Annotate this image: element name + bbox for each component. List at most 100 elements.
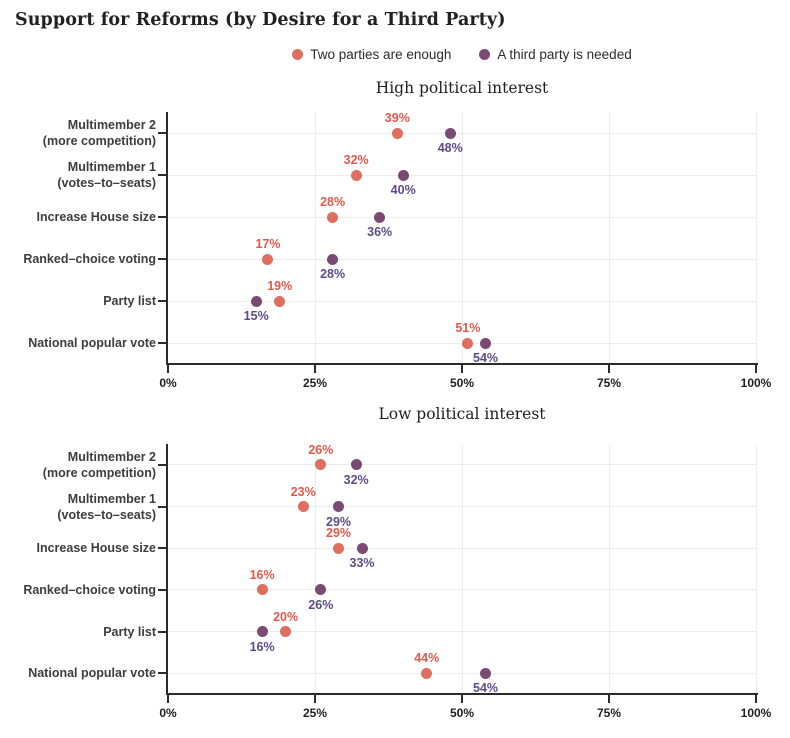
x-tick-label: 0%: [159, 706, 177, 720]
legend-dot-two-parties-icon: [292, 49, 304, 60]
category-label: Ranked–choice voting: [23, 252, 156, 266]
panel-title-high-interest: High political interest: [375, 79, 549, 97]
category-label: Increase House size: [36, 541, 156, 556]
legend: Two parties are enough A third party is …: [168, 47, 756, 62]
gridline-horizontal: [168, 506, 756, 507]
y-axis-tick: [158, 300, 166, 302]
category-label: National popular vote: [28, 336, 156, 350]
x-tick-label: 0%: [159, 376, 177, 390]
y-axis-tick: [158, 216, 166, 218]
value-label-third-party: 36%: [367, 225, 393, 239]
data-point-third-party: [374, 211, 386, 223]
value-label-third-party: 32%: [343, 472, 369, 487]
x-tick-label: 75%: [596, 706, 622, 720]
data-point-third-party: [333, 501, 345, 512]
data-point-third-party: [327, 253, 339, 265]
x-axis-line: [166, 363, 758, 365]
gridline-horizontal: [168, 300, 756, 302]
x-axis-tick: [461, 365, 463, 373]
x-axis-tick: [167, 365, 169, 373]
data-point-two-parties: [256, 584, 268, 596]
value-label-third-party: 54%: [473, 351, 499, 365]
gridline-vertical: [461, 444, 463, 694]
value-label-two-parties: 23%: [290, 484, 316, 499]
value-label-two-parties: 26%: [308, 442, 334, 457]
data-point-third-party: [480, 667, 492, 679]
panel-title-low-interest: Low political interest: [378, 405, 546, 423]
value-label-two-parties: 39%: [384, 111, 410, 125]
category-label: Multimember 2 (more competition): [42, 449, 156, 480]
y-axis-tick: [158, 258, 166, 260]
gridline-horizontal: [168, 589, 756, 591]
data-point-two-parties: [350, 169, 362, 181]
data-point-two-parties: [274, 295, 286, 307]
value-label-third-party: 15%: [243, 309, 269, 323]
category-label: Ranked–choice voting: [23, 582, 156, 597]
value-label-third-party: 16%: [249, 639, 275, 654]
x-tick-label: 50%: [449, 376, 475, 390]
gridline-vertical: [755, 112, 757, 364]
gridline-vertical: [608, 112, 610, 364]
legend-label-two-parties: Two parties are enough: [310, 47, 452, 62]
y-axis-tick: [158, 630, 166, 633]
x-axis-tick: [167, 695, 169, 703]
category-label: Multimember 1 (votes–to–seats): [57, 491, 156, 522]
gridline-horizontal: [168, 342, 756, 344]
data-point-third-party: [350, 459, 362, 471]
gridline-vertical: [608, 444, 610, 694]
data-point-two-parties: [391, 127, 403, 139]
value-label-third-party: 26%: [308, 597, 334, 612]
x-axis-tick: [608, 365, 610, 373]
x-axis-tick: [314, 695, 316, 703]
value-label-third-party: 29%: [326, 514, 352, 529]
data-point-two-parties: [421, 667, 433, 679]
value-label-two-parties: 19%: [267, 279, 293, 293]
data-point-two-parties: [333, 542, 345, 554]
y-axis-tick: [158, 342, 166, 344]
gridline-horizontal: [168, 174, 756, 176]
plot-area: Multimember 2 (more competition) Multimemb…: [23, 442, 771, 720]
x-axis-line: [166, 693, 758, 695]
gridline-vertical: [314, 444, 316, 694]
y-axis-tick: [158, 547, 166, 550]
data-point-two-parties: [297, 501, 309, 512]
chart-title: Support for Reforms (by Desire for a Thi…: [15, 10, 506, 30]
x-axis-tick: [608, 695, 610, 703]
category-label: Multimember 2 (more competition): [42, 118, 156, 148]
value-label-two-parties: 16%: [249, 567, 275, 582]
x-tick-label: 50%: [449, 706, 475, 720]
x-axis-tick: [461, 695, 463, 703]
data-point-two-parties: [315, 459, 327, 471]
gridline-horizontal: [168, 216, 756, 218]
data-point-third-party: [356, 542, 368, 554]
data-point-third-party: [256, 626, 268, 637]
y-axis-tick: [158, 588, 166, 591]
value-label-third-party: 48%: [437, 141, 463, 155]
data-point-two-parties: [280, 626, 292, 637]
value-label-third-party: 54%: [473, 681, 499, 696]
legend-item-third-party: A third party is needed: [479, 47, 632, 62]
gridline-vertical: [314, 112, 316, 364]
data-point-third-party: [480, 337, 492, 349]
gridline-vertical: [461, 112, 463, 364]
x-tick-label: 75%: [596, 376, 622, 390]
data-point-two-parties: [462, 337, 474, 349]
x-axis-tick: [314, 365, 316, 373]
gridline-horizontal: [168, 258, 756, 260]
gridline-horizontal: [168, 464, 756, 466]
category-label: Party list: [103, 294, 156, 308]
data-point-third-party: [444, 127, 456, 139]
value-label-two-parties: 29%: [326, 526, 352, 541]
legend-item-two-parties: Two parties are enough: [292, 47, 451, 62]
value-label-two-parties: 20%: [273, 609, 299, 624]
category-label: Increase House size: [36, 210, 156, 224]
x-tick-label: 100%: [740, 376, 772, 390]
category-label: Party list: [103, 624, 156, 639]
y-axis-tick: [158, 463, 166, 466]
x-tick-label: 25%: [302, 706, 328, 720]
plot-area: Multimember 2 (more competition) Multimemb…: [23, 111, 771, 390]
x-axis-tick: [755, 695, 757, 703]
data-point-third-party: [315, 584, 327, 596]
x-axis-tick: [755, 365, 757, 373]
data-point-third-party: [250, 295, 262, 307]
